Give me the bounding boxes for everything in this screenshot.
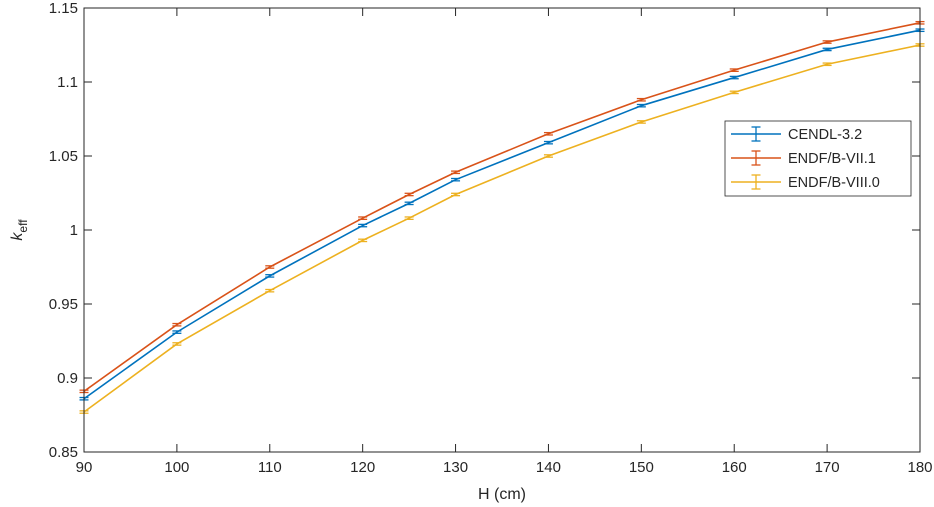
legend-item: ENDF/B-VII.1 xyxy=(731,150,876,167)
error-bar xyxy=(172,342,182,346)
y-tick-label: 1.05 xyxy=(49,148,78,165)
error-bar xyxy=(729,75,739,80)
error-bar xyxy=(265,274,275,278)
legend-label: ENDF/B-VIII.0 xyxy=(788,175,880,191)
y-tick-label: 1.15 xyxy=(49,0,78,17)
error-bar xyxy=(404,201,414,206)
y-tick-label: 0.9 xyxy=(57,370,78,387)
error-bar xyxy=(172,330,182,334)
x-tick-label: 120 xyxy=(350,459,375,476)
error-bar xyxy=(451,192,461,197)
legend-item: CENDL-3.2 xyxy=(731,126,862,143)
y-tick-label: 0.85 xyxy=(49,444,78,461)
error-bar xyxy=(636,120,646,124)
error-bar xyxy=(636,97,646,102)
y-axis: 0.85 0.9 0.95 1 1.05 1.1 1.15 xyxy=(49,0,920,461)
y-tick-label: 1 xyxy=(70,222,78,239)
legend: CENDL-3.2 ENDF/B-VII.1 ENDF/B-VIII.0 xyxy=(724,120,912,197)
error-bar xyxy=(358,238,368,243)
error-bar xyxy=(358,216,368,220)
error-bar xyxy=(265,265,275,269)
legend-label: ENDF/B-VII.1 xyxy=(788,151,876,167)
error-bar xyxy=(358,223,368,228)
x-tick-label: 90 xyxy=(76,459,93,476)
error-bar xyxy=(636,103,646,108)
x-tick-label: 140 xyxy=(536,459,561,476)
error-bar xyxy=(543,131,553,136)
x-tick-label: 160 xyxy=(722,459,747,476)
y-axis-title-sub: eff xyxy=(16,219,30,233)
x-tick-label: 170 xyxy=(815,459,840,476)
error-bar xyxy=(451,177,461,182)
x-tick-label: 110 xyxy=(258,459,282,476)
y-axis-title: keff xyxy=(9,219,30,241)
y-tick-label: 0.95 xyxy=(49,296,78,313)
error-bar xyxy=(265,288,275,293)
error-bar xyxy=(822,47,832,52)
svg-text:keff: keff xyxy=(9,219,30,241)
series-layer xyxy=(79,20,925,414)
error-bar xyxy=(404,192,414,197)
plot-area xyxy=(84,8,920,452)
y-tick-label: 1.1 xyxy=(57,74,78,91)
y-axis-title-main: k xyxy=(9,232,26,241)
x-tick-label: 100 xyxy=(164,459,189,476)
x-tick-label: 130 xyxy=(443,459,468,476)
error-bar xyxy=(822,62,832,67)
x-tick-label: 150 xyxy=(629,459,654,476)
legend-label: CENDL-3.2 xyxy=(788,127,862,143)
x-axis-title: H (cm) xyxy=(478,486,526,503)
legend-item: ENDF/B-VIII.0 xyxy=(731,174,880,191)
error-bar xyxy=(451,170,461,175)
error-bar xyxy=(729,90,739,95)
x-axis: 90 100 110 120 130 140 150 160 170 180 xyxy=(76,8,933,476)
error-bar xyxy=(404,216,414,220)
error-bar xyxy=(729,68,739,72)
series-1 xyxy=(79,28,925,401)
x-tick-label: 180 xyxy=(907,459,932,476)
error-bar xyxy=(822,40,832,44)
error-bar xyxy=(543,154,553,158)
error-bar xyxy=(543,140,553,145)
error-bar xyxy=(172,322,182,327)
